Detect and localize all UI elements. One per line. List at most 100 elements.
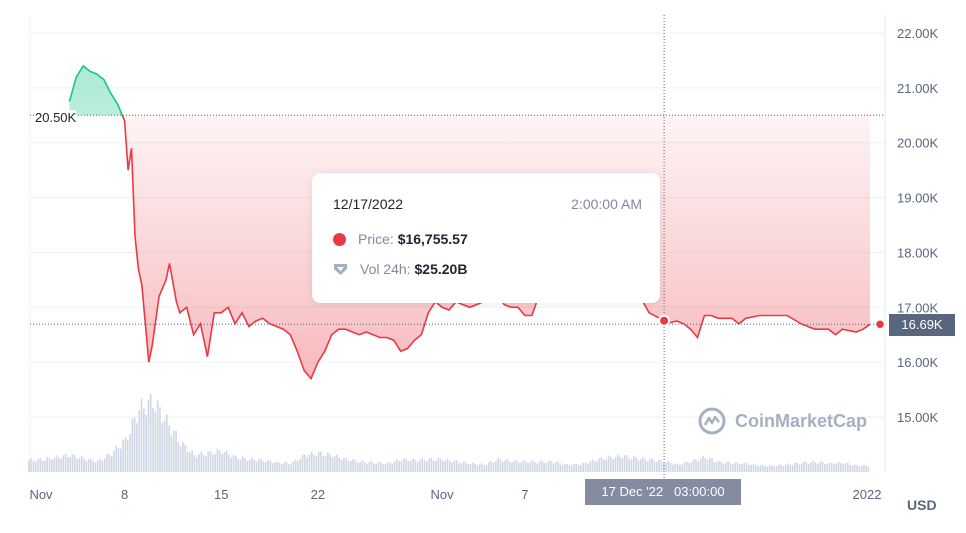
volume-bar (99, 459, 101, 472)
volume-bar (386, 462, 389, 472)
volume-bar (478, 464, 481, 472)
volume-bar (267, 459, 269, 472)
volume-bar (435, 460, 437, 472)
x-tick-label: 8 (121, 487, 128, 502)
volume-bar (83, 458, 85, 472)
volume-bar (48, 457, 51, 472)
volume-bar (416, 461, 419, 472)
volume-bar (366, 463, 368, 472)
volume-bar (708, 457, 711, 472)
volume-bar (764, 466, 766, 472)
volume-bar (706, 460, 709, 472)
volume-bar (251, 457, 253, 472)
volume-bar (260, 458, 262, 472)
volume-bar (237, 459, 239, 472)
tooltip-price-value: $16,755.57 (397, 231, 468, 247)
volume-bar (87, 459, 90, 472)
volume-bar (248, 459, 251, 472)
crosshair-time: 03:00:00 (673, 484, 725, 499)
volume-bar (230, 457, 233, 472)
volume-bar (780, 464, 782, 472)
volume-bar (695, 459, 697, 472)
volume-bar (193, 455, 196, 472)
volume-bar (398, 460, 400, 472)
volume-bar (106, 453, 108, 472)
volume-bar (782, 465, 785, 472)
volume-bar (412, 458, 414, 472)
volume-bar (541, 460, 543, 472)
volume-bar (522, 460, 525, 472)
volume-bar (759, 465, 762, 472)
volume-bar (218, 450, 221, 472)
volume-bar (603, 459, 605, 472)
volume-bar (538, 461, 541, 472)
volume-bar (607, 455, 610, 472)
volume-bar (840, 463, 842, 472)
volume-bar (71, 454, 74, 472)
volume-bar (175, 430, 177, 472)
volume-bar (209, 450, 212, 472)
volume-bar (53, 458, 55, 472)
volume-bar (74, 455, 76, 472)
volume-bar (692, 459, 695, 472)
x-tick-label: Nov (29, 487, 53, 502)
volume-bar (80, 456, 83, 472)
volume-bar (465, 462, 467, 472)
volume-bar (290, 464, 292, 472)
tooltip-price-label: Price: (358, 231, 394, 247)
volume-bar (807, 463, 810, 472)
volume-bar (299, 459, 302, 472)
volume-bar (343, 457, 345, 472)
volume-bar (821, 461, 824, 472)
volume-bar (400, 461, 403, 472)
watermark-text: CoinMarketCap (735, 410, 868, 431)
volume-bar (662, 462, 665, 472)
volume-bar (239, 459, 242, 472)
volume-bar (432, 460, 435, 472)
volume-bar (506, 458, 509, 472)
volume-bar (62, 455, 65, 472)
volume-bar (223, 452, 226, 472)
volume-bar (552, 463, 555, 472)
volume-bar (575, 463, 578, 472)
volume-bar (189, 452, 191, 472)
volume-bar (202, 454, 205, 472)
volume-bar (163, 420, 166, 472)
volume-bar (580, 464, 582, 472)
price-line-down (121, 115, 871, 381)
volume-bar (51, 460, 53, 472)
volume-bar (143, 408, 145, 472)
volume-bar (752, 463, 755, 472)
volume-bar (547, 460, 550, 472)
volume-bar (108, 454, 111, 472)
volume-bar (423, 460, 426, 472)
volume-bar (616, 454, 619, 472)
volume-bar (577, 465, 580, 472)
y-tick-label: 15.00K (897, 410, 939, 425)
volume-bar (499, 459, 502, 472)
volume-bar (810, 462, 812, 472)
volume-bar (407, 461, 410, 472)
volume-bar (253, 459, 256, 472)
volume-bar (225, 450, 228, 472)
volume-bar (761, 464, 764, 472)
volume-bar (405, 458, 407, 472)
volume-bar (179, 446, 182, 472)
volume-bar (425, 461, 428, 472)
x-tick-label: 2022 (853, 487, 882, 502)
volume-bar (738, 464, 741, 472)
volume-bar (683, 462, 686, 472)
y-tick-label: 21.00K (897, 81, 939, 96)
volume-bar (340, 460, 343, 472)
volume-bar (720, 461, 723, 472)
volume-bar (731, 464, 734, 472)
volume-bar (748, 465, 750, 472)
volume-bar (244, 457, 246, 472)
volume-bar (451, 462, 453, 472)
volume-bar (833, 464, 835, 472)
volume-bar (329, 454, 331, 472)
volume-bar (784, 464, 787, 472)
volume-bar (628, 458, 631, 472)
volume-bar (743, 462, 746, 472)
volume-bar (591, 459, 594, 472)
